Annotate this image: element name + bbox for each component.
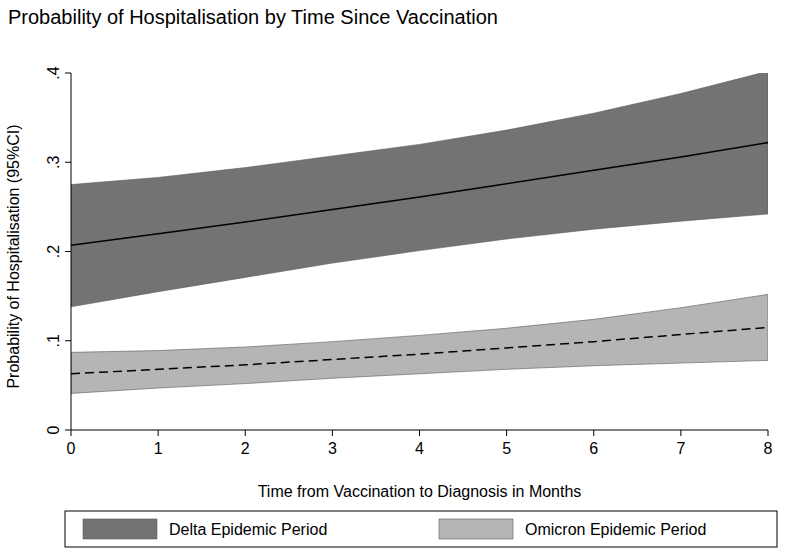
x-tick — [768, 430, 769, 436]
x-tick — [680, 430, 681, 436]
y-tick-label: 0 — [45, 425, 62, 434]
x-tick — [593, 430, 594, 436]
x-tick-label: 6 — [589, 440, 598, 457]
x-tick-label: 2 — [241, 440, 250, 457]
x-tick-label: 1 — [154, 440, 163, 457]
x-tick — [158, 430, 159, 436]
y-tick-label: .3 — [45, 155, 62, 168]
ci-band — [71, 294, 768, 393]
y-tick — [65, 162, 71, 163]
y-tick — [65, 251, 71, 252]
x-tick-label: 4 — [415, 440, 424, 457]
y-tick-label: .4 — [45, 66, 62, 79]
x-tick-label: 8 — [764, 440, 773, 457]
background — [0, 0, 786, 553]
x-tick — [245, 430, 246, 436]
x-tick — [419, 430, 420, 436]
x-tick-label: 7 — [676, 440, 685, 457]
x-label: Time from Vaccination to Diagnosis in Mo… — [258, 483, 582, 500]
x-tick — [506, 430, 507, 436]
x-tick-label: 0 — [67, 440, 76, 457]
y-label: Probability of Hospitalisation (95%CI) — [5, 124, 22, 388]
x-tick-label: 5 — [502, 440, 511, 457]
legend-swatch — [83, 519, 157, 539]
legend-label: Omicron Epidemic Period — [525, 521, 706, 538]
chart: Probability of Hospitalisation by Time S… — [0, 0, 786, 553]
legend — [65, 511, 777, 547]
x-tick-label: 3 — [328, 440, 337, 457]
y-tick — [65, 430, 71, 431]
title: Probability of Hospitalisation by Time S… — [8, 6, 498, 28]
y-tick-label: .1 — [45, 334, 62, 347]
y-tick — [65, 73, 71, 74]
ci-band — [71, 73, 768, 307]
y-tick-label: .2 — [45, 245, 62, 258]
x-tick — [71, 430, 72, 436]
y-tick — [65, 340, 71, 341]
legend-swatch — [439, 519, 513, 539]
plot-area — [71, 73, 768, 393]
legend-label: Delta Epidemic Period — [169, 521, 327, 538]
line — [71, 327, 768, 373]
x-tick — [332, 430, 333, 436]
line — [71, 143, 768, 246]
